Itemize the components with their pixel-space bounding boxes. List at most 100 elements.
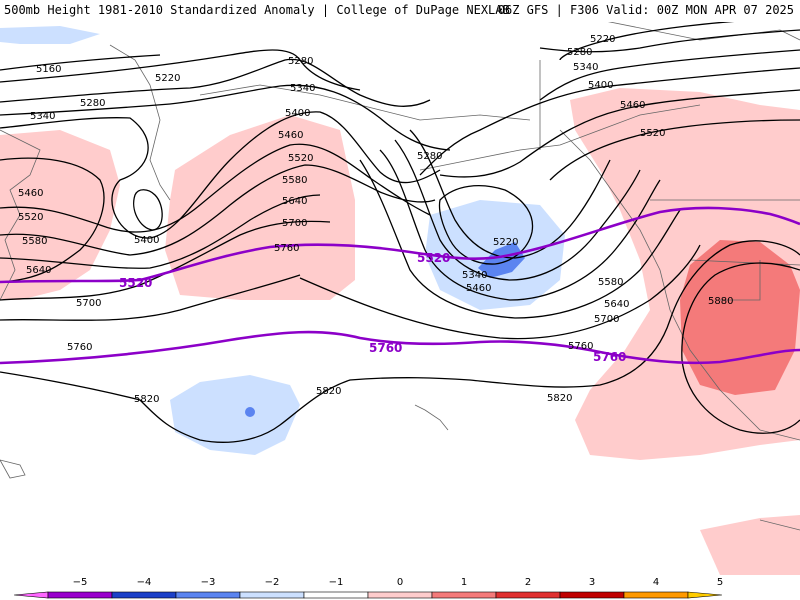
tick-2: 2 <box>525 577 531 588</box>
contour-5400-east <box>419 67 800 176</box>
label-5820-b: 5820 <box>316 386 341 397</box>
trough-3 <box>409 129 611 259</box>
contour-5280-west <box>0 58 431 107</box>
contour-5220-east <box>559 22 735 61</box>
colorbar-segment <box>47 591 113 599</box>
negative-anomaly-area-nw <box>0 26 100 44</box>
contour-5640 <box>0 194 321 269</box>
label-5580-c: 5580 <box>22 236 47 247</box>
negative-anomaly-area-central-pacific <box>170 375 300 455</box>
label-5700-c: 5700 <box>76 298 101 309</box>
positive-anomaly-area-south <box>700 515 800 575</box>
label-5280-c: 5280 <box>567 47 592 58</box>
label-5880: 5880 <box>708 296 733 307</box>
model-run-info: 06Z GFS | F306 Valid: 00Z MON APR 07 202… <box>497 3 794 17</box>
contour-5340-west <box>0 84 451 151</box>
label-5220-a: 5220 <box>155 73 180 84</box>
low-center-nw <box>133 189 163 231</box>
label-5700-b: 5700 <box>594 314 619 325</box>
contour-5280-east <box>539 29 800 53</box>
label-5220-c: 5220 <box>493 237 518 248</box>
tick-neg1: −1 <box>329 577 344 588</box>
contour-5760 <box>0 274 301 321</box>
tick-4: 4 <box>653 577 659 588</box>
colorbar-segment <box>367 591 433 599</box>
contour-5820 <box>0 240 800 443</box>
colorbar-segments <box>13 591 723 599</box>
label-5160: 5160 <box>36 64 61 75</box>
label-5820-a: 5820 <box>134 394 159 405</box>
label-5280-d: 5280 <box>417 151 442 162</box>
label-5520-a: 5520 <box>288 153 313 164</box>
label-5220-b: 5220 <box>590 34 615 45</box>
contour-labels: 5160 5220 5220 5220 5280 5280 5280 5280 … <box>18 34 733 405</box>
contour-5460 <box>0 157 105 283</box>
label-5700-a: 5700 <box>282 218 307 229</box>
label-5580-b: 5580 <box>598 277 623 288</box>
label-5520-b: 5520 <box>640 128 665 139</box>
label-5640-b: 5640 <box>604 299 629 310</box>
label-5340-a: 5340 <box>30 111 55 122</box>
strong-positive-anomaly-area-sw-us <box>680 240 800 395</box>
contour-5160 <box>0 54 161 71</box>
label-5460-a: 5460 <box>278 130 303 141</box>
tick-neg5: −5 <box>73 577 88 588</box>
contour-5880 <box>681 262 800 434</box>
colorbar-segment <box>431 591 497 599</box>
strong-negative-anomaly-core <box>478 242 525 278</box>
label-5520-c: 5520 <box>18 212 43 223</box>
colorbar-segment <box>559 591 625 599</box>
map-header: 500mb Height 1981-2010 Standardized Anom… <box>0 0 800 20</box>
anomaly-colorbar: −5 −4 −3 −2 −1 0 1 2 3 4 5 <box>13 577 724 599</box>
contour-5520-east <box>549 119 800 181</box>
label-5760-highlight-b: 5760 <box>593 350 626 364</box>
label-5460-b: 5460 <box>620 100 645 111</box>
positive-anomaly-area-west-pacific <box>165 115 355 300</box>
map-title: 500mb Height 1981-2010 Standardized Anom… <box>4 3 510 17</box>
highlight-contours <box>0 206 800 365</box>
colorbar-segment <box>623 591 689 599</box>
colorbar-segment <box>175 591 241 599</box>
trough-2 <box>394 139 641 281</box>
colorbar-segment <box>111 591 177 599</box>
label-5280-b: 5280 <box>288 56 313 67</box>
label-5820-c: 5820 <box>547 393 572 404</box>
contour-5220-west <box>0 49 361 91</box>
colorbar-segment <box>303 591 369 599</box>
label-5400-b: 5400 <box>588 80 613 91</box>
contour-5760-highlight <box>0 330 800 365</box>
trough-5 <box>359 159 681 319</box>
label-5340-d: 5340 <box>462 270 487 281</box>
label-5760-b: 5760 <box>568 341 593 352</box>
label-5400-c: 5400 <box>134 235 159 246</box>
label-5520-highlight-b: 5520 <box>417 251 450 265</box>
label-5640-a: 5640 <box>282 196 307 207</box>
tick-3: 3 <box>589 577 595 588</box>
contour-5460-east <box>439 89 800 178</box>
label-5760-c: 5760 <box>67 342 92 353</box>
tick-neg4: −4 <box>137 577 152 588</box>
contour-5580 <box>0 164 436 256</box>
contour-5700 <box>0 220 331 301</box>
label-5400-a: 5400 <box>285 108 310 119</box>
label-5520-highlight-a: 5520 <box>119 276 152 290</box>
label-5460-c: 5460 <box>18 188 43 199</box>
colorbar-segment <box>239 591 305 599</box>
label-5580-a: 5580 <box>282 175 307 186</box>
tick-1: 1 <box>461 577 467 588</box>
colorbar-arrow-left <box>13 591 49 599</box>
label-5340-b: 5340 <box>290 83 315 94</box>
tick-0: 0 <box>397 577 403 588</box>
trough-main <box>379 149 661 301</box>
negative-anomaly-dot <box>245 407 255 417</box>
contour-5760-east <box>299 244 701 340</box>
contour-5400 <box>0 111 441 239</box>
contour-5340-east <box>539 49 800 101</box>
label-5760-highlight-a: 5760 <box>369 341 402 355</box>
height-anomaly-map: 5160 5220 5220 5220 5280 5280 5280 5280 … <box>0 22 800 575</box>
tick-5: 5 <box>717 577 723 588</box>
colorbar-ticks: −5 −4 −3 −2 −1 0 1 2 3 4 5 <box>73 577 724 588</box>
colorbar-arrow-right <box>687 591 723 599</box>
label-5460-d: 5460 <box>466 283 491 294</box>
label-5340-c: 5340 <box>573 62 598 73</box>
